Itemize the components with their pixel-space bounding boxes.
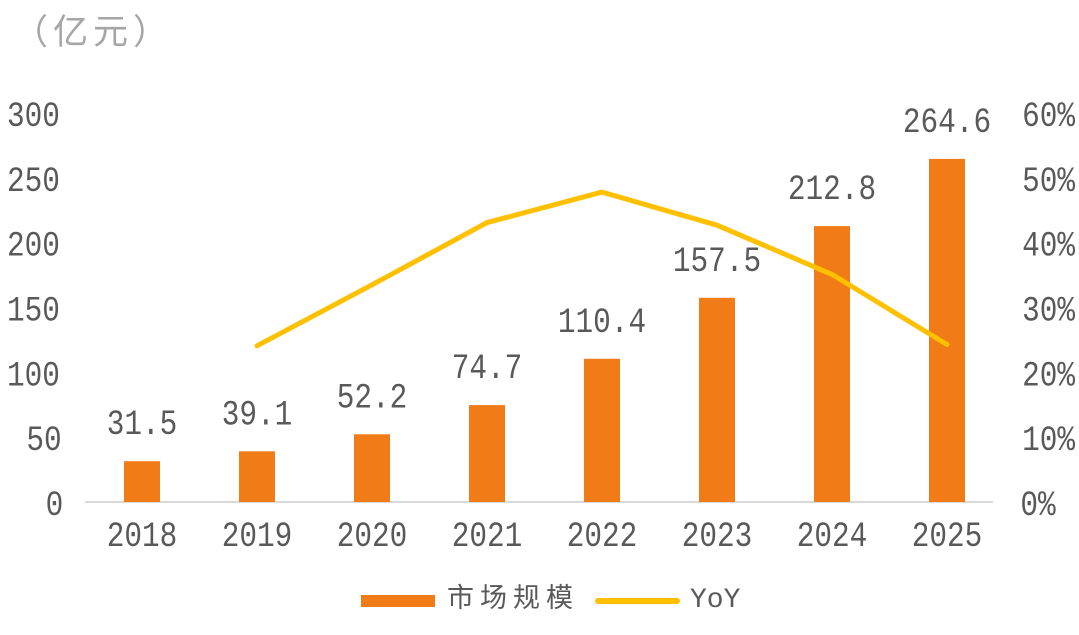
- svg-text:39.1: 39.1: [222, 395, 293, 435]
- svg-text:74.7: 74.7: [452, 349, 523, 389]
- svg-text:2024: 2024: [797, 517, 868, 557]
- svg-text:0: 0: [46, 486, 64, 526]
- svg-text:2023: 2023: [682, 517, 753, 557]
- svg-text:264.6: 264.6: [903, 103, 991, 143]
- svg-text:40%: 40%: [1022, 226, 1075, 266]
- svg-text:110.4: 110.4: [558, 303, 646, 343]
- svg-text:2021: 2021: [452, 517, 523, 557]
- svg-text:157.5: 157.5: [673, 242, 761, 282]
- svg-text:300: 300: [7, 97, 60, 137]
- svg-text:50: 50: [26, 421, 61, 461]
- svg-text:60%: 60%: [1022, 97, 1075, 137]
- svg-text:212.8: 212.8: [788, 170, 876, 210]
- svg-text:2018: 2018: [107, 517, 178, 557]
- svg-text:31.5: 31.5: [107, 405, 178, 445]
- svg-text:250: 250: [7, 162, 60, 202]
- svg-text:10%: 10%: [1022, 421, 1075, 461]
- svg-text:50%: 50%: [1022, 162, 1075, 202]
- svg-text:YoY: YoY: [690, 585, 741, 616]
- svg-text:52.2: 52.2: [337, 378, 408, 418]
- svg-text:30%: 30%: [1022, 291, 1075, 331]
- svg-text:2025: 2025: [912, 517, 983, 557]
- svg-text:20%: 20%: [1022, 356, 1075, 396]
- svg-text:2020: 2020: [337, 517, 408, 557]
- svg-text:150: 150: [7, 291, 60, 331]
- svg-text:市场规模: 市场规模: [447, 583, 579, 613]
- svg-text:100: 100: [7, 356, 60, 396]
- svg-text:2019: 2019: [222, 517, 293, 557]
- svg-text:0%: 0%: [1020, 486, 1056, 526]
- svg-text:2022: 2022: [567, 517, 638, 557]
- svg-text:200: 200: [7, 226, 60, 266]
